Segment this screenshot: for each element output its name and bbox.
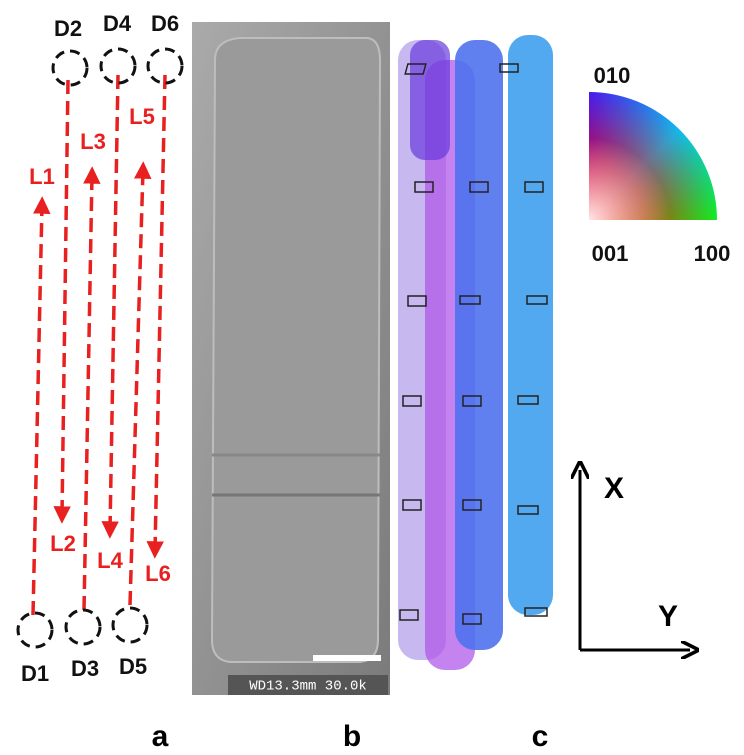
key-label: 100 bbox=[694, 241, 731, 266]
line-l5 bbox=[128, 161, 152, 606]
sem-sample bbox=[210, 37, 382, 663]
circle-d2 bbox=[51, 49, 89, 87]
cell bbox=[402, 395, 422, 407]
line-label: L6 bbox=[145, 561, 171, 586]
point-label: D6 bbox=[151, 11, 179, 36]
scan-lines bbox=[31, 74, 167, 616]
line-l2 bbox=[53, 79, 71, 524]
panel-label: c bbox=[532, 720, 549, 753]
point-label: D1 bbox=[21, 661, 49, 686]
cell bbox=[462, 613, 482, 625]
circle-d6 bbox=[146, 47, 184, 85]
axis-label: Y bbox=[658, 600, 678, 633]
cell bbox=[462, 395, 482, 407]
cell bbox=[499, 63, 519, 73]
cell bbox=[524, 181, 544, 193]
key-label: 010 bbox=[594, 63, 631, 88]
grain-stripe bbox=[455, 40, 503, 650]
orientation-map bbox=[398, 35, 553, 670]
grain-stripe bbox=[410, 40, 450, 160]
circle-d3 bbox=[64, 608, 102, 646]
cell bbox=[524, 607, 548, 617]
grain-stripe bbox=[508, 35, 553, 615]
line-l6 bbox=[146, 74, 167, 559]
cell bbox=[414, 181, 434, 193]
line-label: L4 bbox=[97, 548, 123, 573]
line-label: L2 bbox=[50, 531, 76, 556]
key-label: 001 bbox=[592, 241, 629, 266]
cell bbox=[404, 63, 427, 75]
circle-d1 bbox=[16, 611, 54, 649]
point-label: D2 bbox=[54, 16, 82, 41]
circle-d4 bbox=[99, 47, 137, 85]
cell bbox=[469, 181, 489, 193]
line-label: L5 bbox=[129, 104, 155, 129]
scale-bar bbox=[313, 655, 381, 661]
point-label: D4 bbox=[103, 11, 132, 36]
cell bbox=[399, 609, 419, 621]
panel-label: a bbox=[152, 720, 169, 753]
unit-cells bbox=[399, 63, 548, 625]
sem-caption: WD13.3mm 30.0k bbox=[249, 679, 367, 695]
line-l4 bbox=[101, 74, 120, 539]
point-label: D3 bbox=[71, 656, 99, 681]
circle-d5 bbox=[111, 606, 149, 644]
cell bbox=[517, 395, 539, 405]
point-label: D5 bbox=[119, 654, 147, 679]
cell bbox=[402, 499, 422, 511]
cell bbox=[517, 505, 539, 515]
sample-axes bbox=[580, 470, 690, 650]
line-label: L1 bbox=[29, 164, 55, 189]
cell bbox=[459, 295, 481, 305]
line-l3 bbox=[82, 166, 101, 611]
dose-circles bbox=[16, 47, 184, 649]
cell bbox=[526, 295, 548, 305]
cell bbox=[407, 295, 427, 307]
panel-label: b bbox=[343, 720, 361, 753]
caption-bg bbox=[228, 675, 388, 695]
line-label: L3 bbox=[80, 129, 106, 154]
line-l1 bbox=[31, 196, 51, 616]
cell bbox=[462, 499, 482, 511]
axis-label: X bbox=[604, 472, 624, 505]
